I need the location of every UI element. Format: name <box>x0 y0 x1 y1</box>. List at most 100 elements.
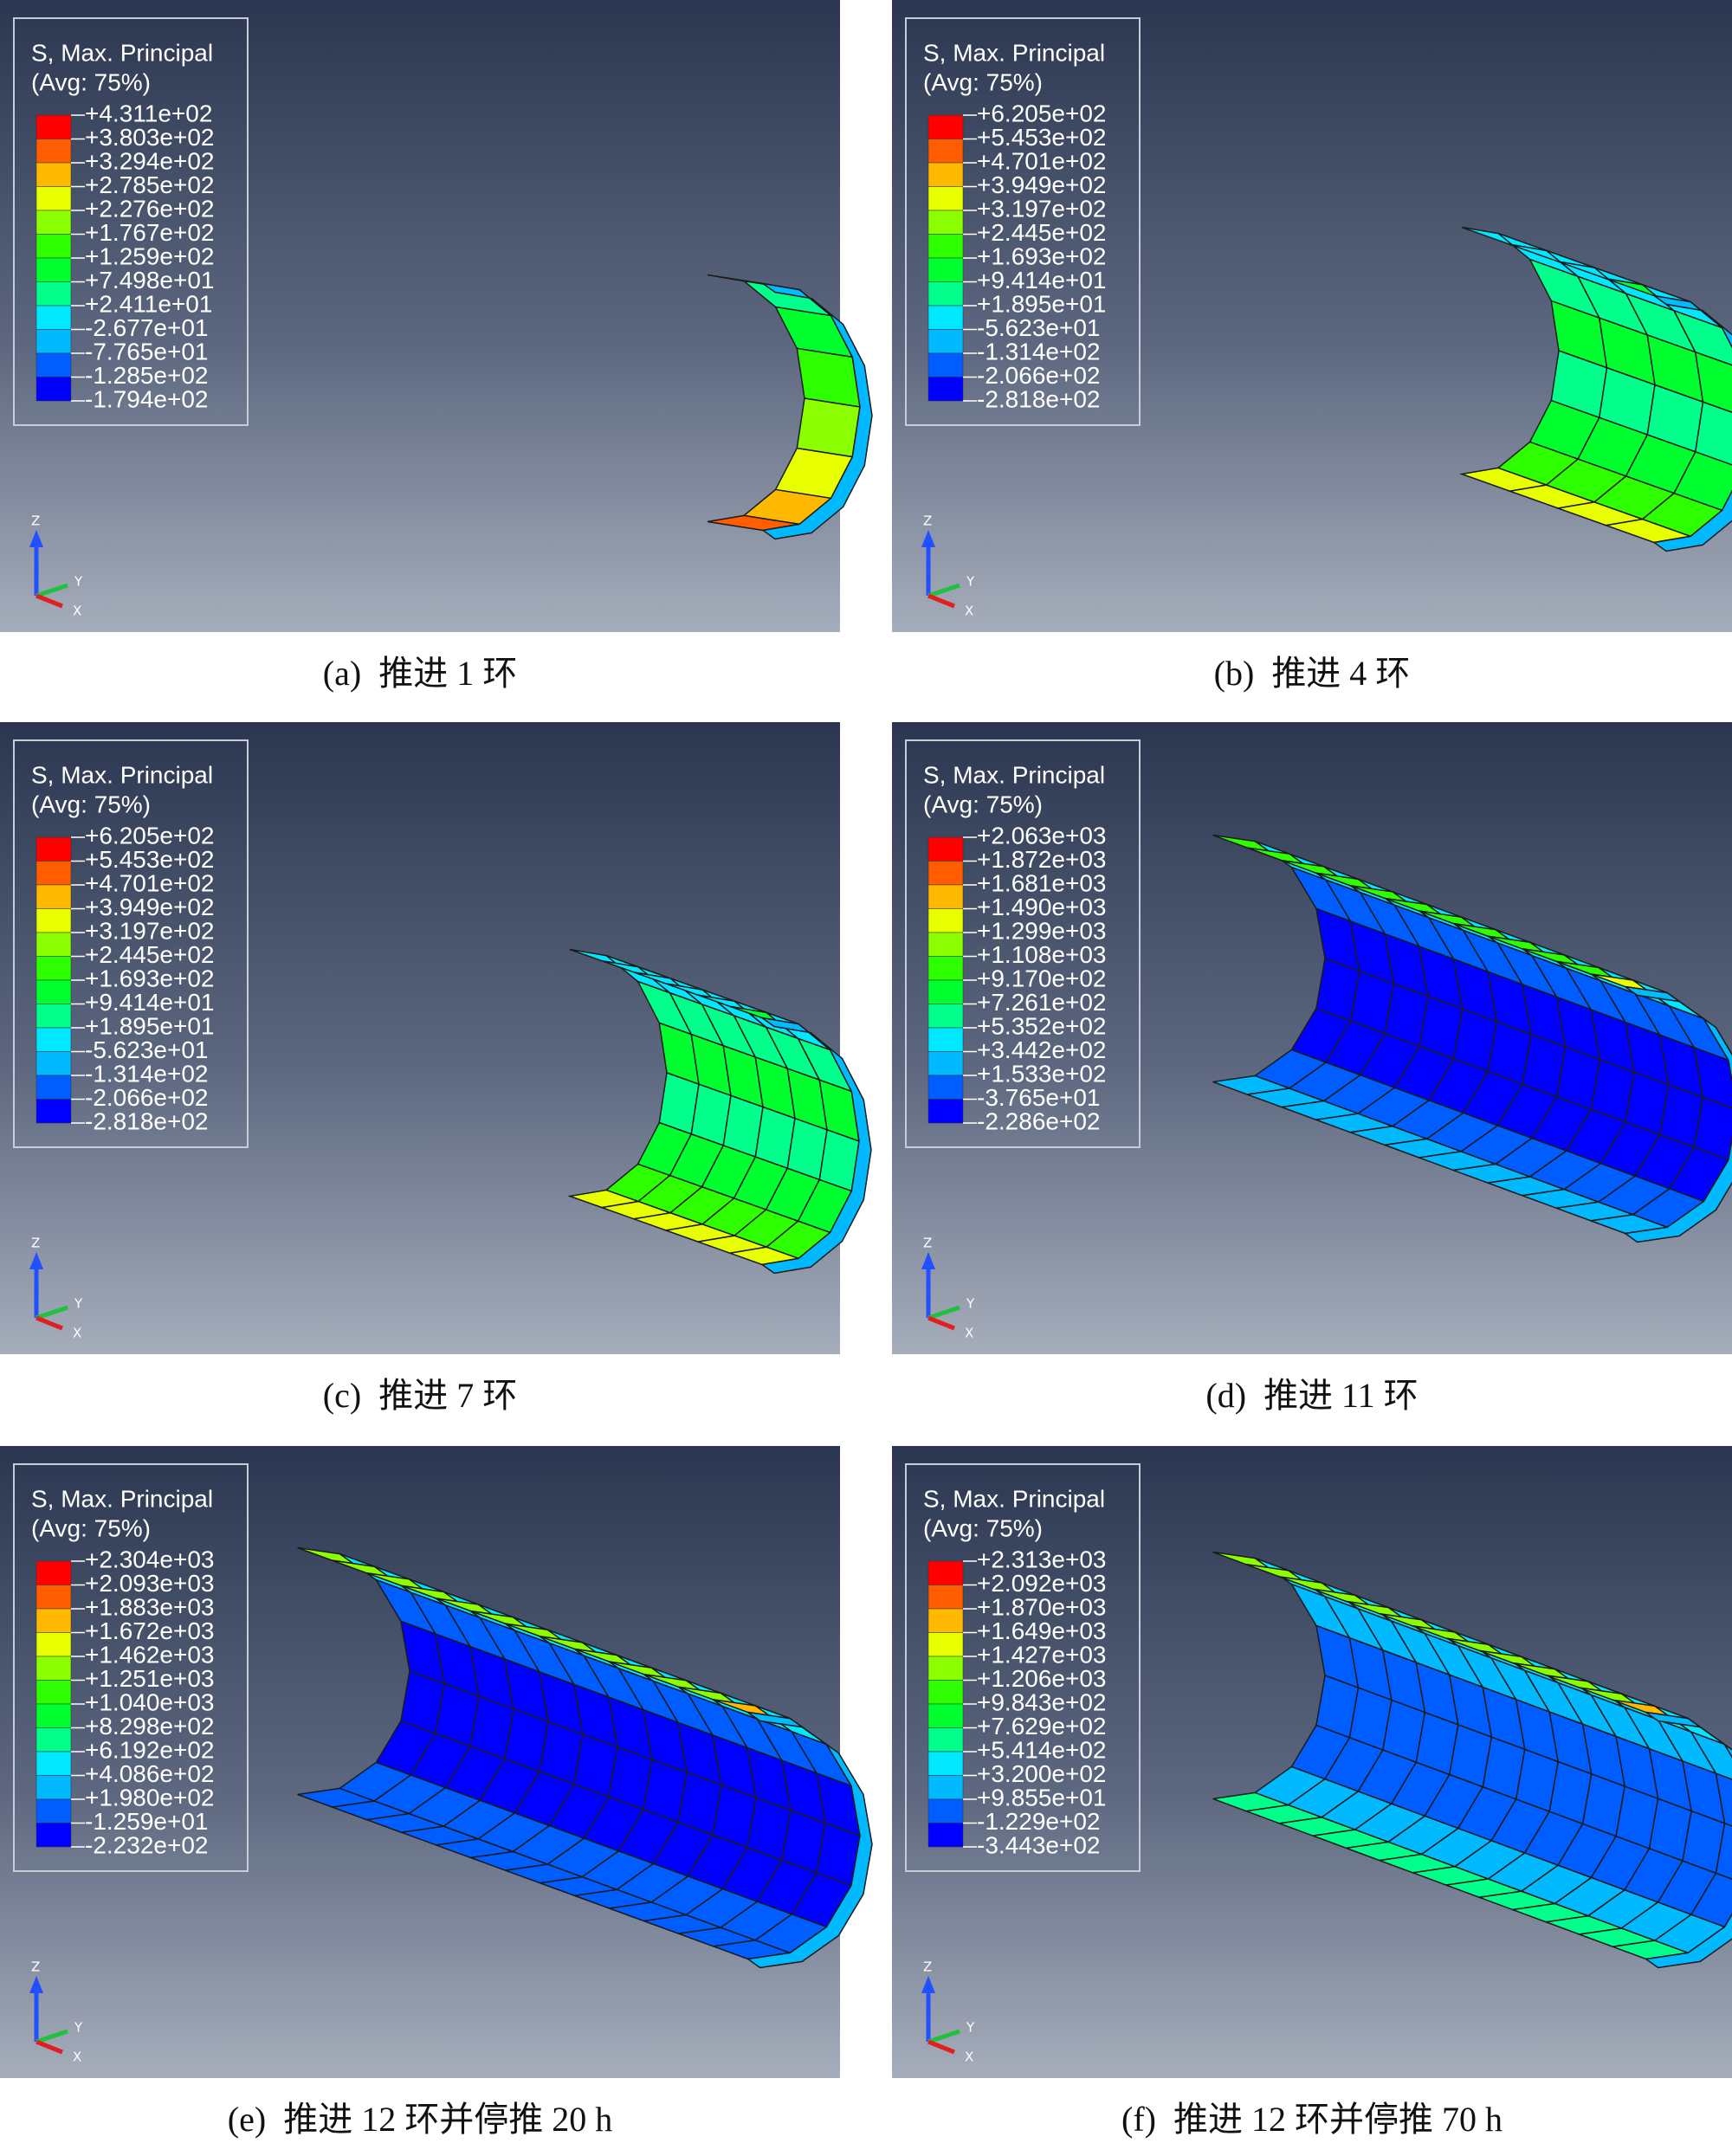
legend-subtitle: (Avg: 75%) <box>31 68 151 95</box>
legend-label: +4.701e+02 <box>85 869 215 896</box>
legend-band <box>927 956 964 981</box>
legend-band <box>927 1027 964 1052</box>
legend-label: +3.200e+02 <box>977 1760 1107 1787</box>
legend-box <box>13 739 249 1148</box>
legend-band <box>927 162 964 187</box>
legend-band <box>36 1656 72 1681</box>
z-label: Z <box>923 513 932 529</box>
legend-label: +1.681e+03 <box>977 869 1107 896</box>
model <box>707 274 873 540</box>
z-arrow <box>29 530 43 547</box>
legend-label: -7.765e+01 <box>85 338 208 365</box>
x-axis <box>927 2039 955 2055</box>
axis-triad: Z YX <box>921 1236 975 1341</box>
legend-band <box>36 281 72 307</box>
y-axis <box>927 1305 960 1320</box>
legend-band <box>927 979 964 1004</box>
z-label: Z <box>31 1236 40 1251</box>
legend-label: +1.108e+03 <box>977 941 1107 968</box>
legend-label: +1.427e+03 <box>977 1641 1107 1668</box>
y-label: Y <box>966 2020 975 2036</box>
legend-band <box>36 377 72 402</box>
legend-label: +1.251e+03 <box>85 1665 215 1692</box>
legend-label: +1.693e+02 <box>85 965 215 991</box>
legend-label: +6.205e+02 <box>977 100 1107 126</box>
legend-label: +1.259e+02 <box>85 242 215 269</box>
legend-band <box>36 305 72 330</box>
legend-band <box>927 305 964 330</box>
caption: (c) 推进 7 环 <box>323 1376 517 1415</box>
y-label: Y <box>74 574 83 590</box>
legend-band <box>927 1775 964 1800</box>
legend-band <box>927 1608 964 1633</box>
legend-label: +1.040e+03 <box>85 1688 215 1715</box>
legend-label: -2.818e+02 <box>977 385 1100 412</box>
model <box>1212 1551 1732 1969</box>
element <box>1694 401 1732 466</box>
legend-label: +1.672e+03 <box>85 1617 215 1644</box>
panel: S, Max. Principal(Avg: 75%) +2.313e+03+2.… <box>892 1446 1732 2139</box>
legend-band <box>36 257 72 282</box>
legend-label: +3.442e+02 <box>977 1036 1107 1063</box>
legend-band <box>927 1703 964 1728</box>
legend-box <box>905 1463 1141 1872</box>
legend-band <box>36 932 72 957</box>
legend-band <box>927 1751 964 1776</box>
legend-band <box>927 1727 964 1753</box>
z-label: Z <box>31 513 40 529</box>
legend-label: +4.311e+02 <box>85 100 212 126</box>
legend: S, Max. Principal(Avg: 75%) +6.205e+02+5.… <box>905 17 1141 426</box>
axis-triad: Z YX <box>29 513 83 619</box>
legend-label: +8.298e+02 <box>85 1713 215 1740</box>
x-axis <box>36 593 63 609</box>
legend-label: +3.949e+02 <box>85 894 215 920</box>
legend-label: +5.453e+02 <box>977 124 1107 151</box>
legend-label: +9.414e+01 <box>85 989 215 1016</box>
ring-edge <box>1644 1711 1732 1969</box>
z-arrow <box>921 530 935 547</box>
legend-band <box>36 884 72 909</box>
legend-box <box>13 17 249 426</box>
ring-edge <box>1652 294 1732 552</box>
element <box>1715 1772 1732 1827</box>
legend-label: -2.818e+02 <box>85 1107 208 1134</box>
x-axis <box>36 2039 63 2055</box>
legend-subtitle: (Avg: 75%) <box>31 791 151 817</box>
legend-label: +6.192e+02 <box>85 1736 215 1763</box>
legend: S, Max. Principal(Avg: 75%)+2.063e+03+1.… <box>905 739 1141 1148</box>
legend-label: +2.445e+02 <box>977 219 1107 246</box>
legend-band <box>36 1798 72 1824</box>
legend-band <box>36 908 72 933</box>
legend-label: -5.623e+01 <box>977 314 1100 341</box>
legend-label: -2.066e+02 <box>85 1084 208 1111</box>
panel: S, Max. Principal (Avg: 75%) +6.205e+02+5.… <box>0 722 872 1415</box>
legend-band <box>36 1585 72 1610</box>
legend-label: +3.197e+02 <box>977 195 1107 222</box>
z-arrow <box>29 1976 43 1993</box>
panel: S, Max. Principal(Avg: 75%)+4.311e+02+3.… <box>0 0 873 693</box>
legend-label: -1.259e+01 <box>85 1808 208 1835</box>
legend-label: +2.445e+02 <box>85 941 215 968</box>
legend-label: +3.294e+02 <box>85 147 215 174</box>
legend-band <box>927 908 964 933</box>
legend: S, Max. Principal(Avg: 75%) +2.304e+03+2.… <box>13 1463 249 1872</box>
legend-label: +5.352e+02 <box>977 1012 1107 1039</box>
legend-band <box>927 329 964 354</box>
legend-label: +1.883e+03 <box>85 1593 215 1620</box>
x-label: X <box>73 2049 81 2065</box>
legend-label: -2.677e+01 <box>85 314 208 341</box>
legend-band <box>927 1004 964 1029</box>
element <box>796 397 861 458</box>
legend-label: +2.093e+03 <box>85 1570 215 1597</box>
axis-triad: Z YX <box>921 513 975 619</box>
legend-band <box>36 1099 72 1124</box>
legend-label: +1.767e+02 <box>85 219 215 246</box>
legend-label: -1.229e+02 <box>977 1808 1100 1835</box>
legend-band <box>927 1560 964 1585</box>
x-label: X <box>73 1326 81 1341</box>
legend-label: -1.285e+02 <box>85 362 208 389</box>
legend-label: +5.414e+02 <box>977 1736 1107 1763</box>
legend-band <box>36 234 72 259</box>
legend-box <box>905 739 1141 1148</box>
legend-band <box>36 1680 72 1705</box>
